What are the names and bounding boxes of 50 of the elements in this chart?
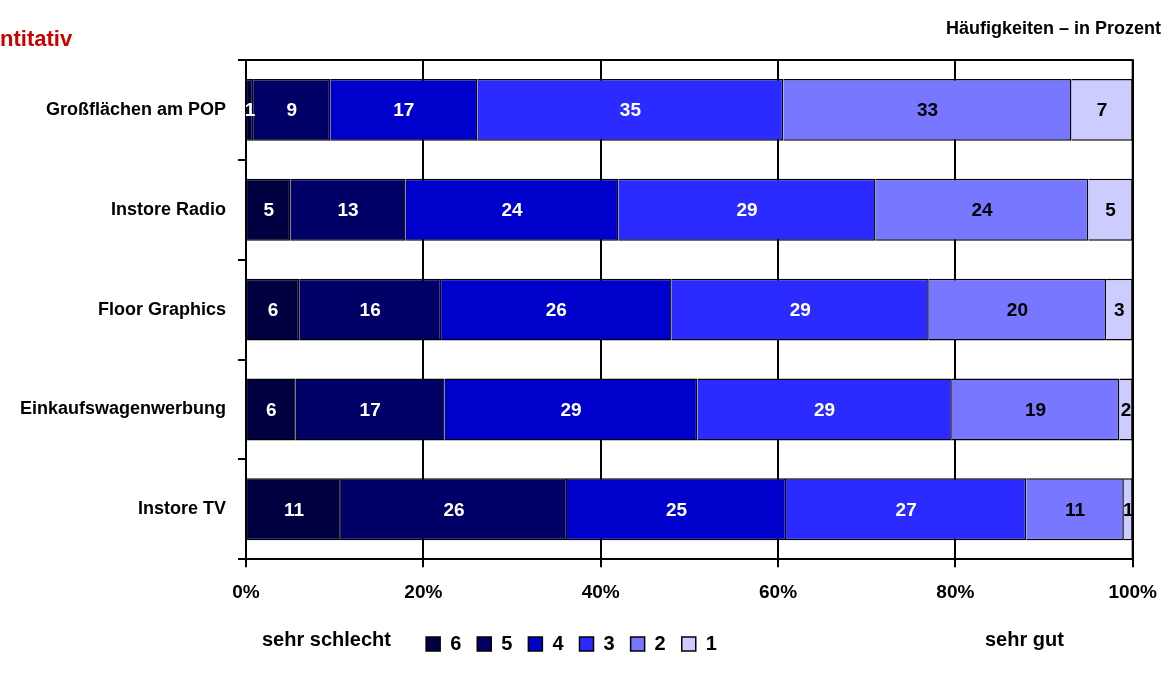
legend-label: 5 — [501, 631, 513, 654]
x-tick-label: 0% — [232, 580, 260, 602]
x-tick-label: 20% — [404, 580, 443, 602]
x-tick-label: 40% — [581, 580, 620, 602]
x-tick-label: 100% — [1108, 580, 1158, 602]
data-label: 11 — [1065, 498, 1086, 520]
text: ntitativ — [0, 26, 73, 52]
data-label: 6 — [266, 398, 277, 420]
data-label: 1 — [244, 99, 256, 121]
data-label: 2 — [1120, 398, 1132, 420]
y-tick-label: Einkaufswagenwerbung — [19, 398, 227, 419]
data-label: 26 — [545, 298, 567, 320]
data-label: 24 — [971, 198, 993, 220]
legend-label: 2 — [654, 631, 666, 654]
data-label: 6 — [267, 298, 279, 320]
data-label: 29 — [789, 298, 811, 320]
data-label: 29 — [736, 198, 758, 220]
data-label: 16 — [359, 298, 381, 320]
chart-subtitle: Häufigkeiten – in Prozent — [945, 18, 1161, 39]
data-label: 24 — [501, 198, 524, 220]
legend-label: 3 — [603, 631, 615, 654]
y-tick-label: Instore TV — [138, 498, 227, 519]
data-label: 9 — [286, 99, 297, 121]
data-label: 7 — [1096, 99, 1108, 121]
data-label: 5 — [263, 198, 275, 220]
data-label: 20 — [1006, 298, 1029, 320]
data-label: 19 — [1025, 398, 1047, 420]
legend-label: 1 — [705, 631, 717, 654]
data-label: 3 — [1114, 298, 1125, 320]
y-tick-label: Floor Graphics — [98, 298, 227, 319]
data-label: 33 — [916, 99, 939, 121]
y-tick-label: Instore Radio — [111, 198, 227, 219]
data-label: 29 — [560, 398, 582, 420]
data-label: 29 — [814, 398, 836, 420]
data-label: 25 — [665, 498, 688, 520]
data-label: 26 — [443, 498, 465, 520]
y-tick-label: Großflächen am POP — [45, 98, 227, 119]
data-label: 27 — [895, 498, 917, 520]
legend-label: 4 — [552, 631, 565, 654]
text: sehr gut — [985, 628, 1064, 651]
data-label: 17 — [393, 99, 415, 121]
data-label: 35 — [619, 99, 642, 121]
x-tick-label: 60% — [759, 580, 798, 602]
data-label: 11 — [283, 498, 305, 520]
x-tick-label: 80% — [936, 580, 975, 602]
legend-label: 6 — [450, 631, 462, 654]
data-label: 13 — [337, 198, 359, 220]
text: sehr schlecht — [262, 628, 391, 651]
data-label: 5 — [1105, 198, 1117, 220]
data-label: 17 — [359, 398, 381, 420]
